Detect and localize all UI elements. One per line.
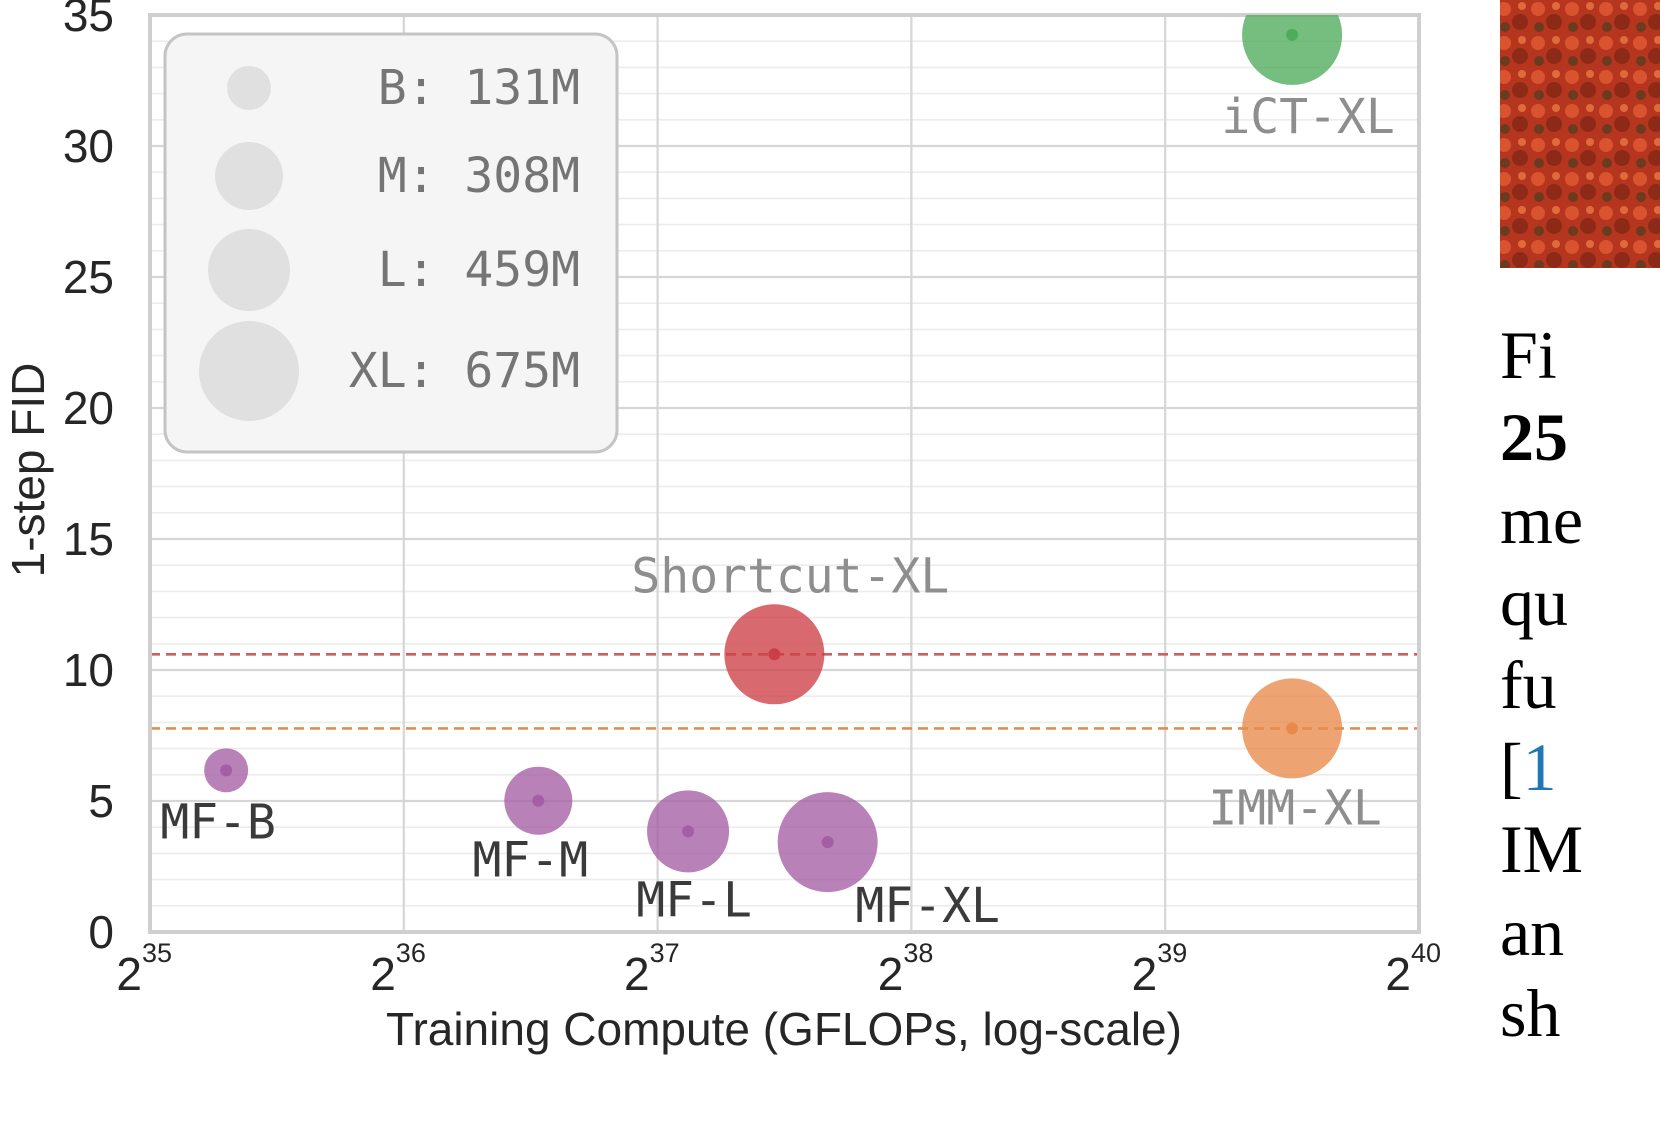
caption-fragment-line: an [1500,894,1564,970]
x-tick-exponent: 37 [650,938,680,968]
y-tick-label: 25 [63,251,114,303]
y-ticks: 0 5 10 15 20 25 30 35 [63,0,114,958]
point-center [682,825,695,838]
x-tick-label: 2 [1385,948,1411,1000]
point-center [768,648,781,661]
point-labels: MF-B MF-M MF-L MF-XL Shortcut-XL IMM-XL iCT-XL [160,89,1394,934]
point-center [532,794,545,807]
point-label: Shortcut-XL [631,548,949,604]
coral-image [1500,0,1660,268]
y-tick-label: 5 [88,775,114,827]
caption-fragment-line: me [1500,482,1583,558]
legend-marker [199,321,299,421]
caption-fragment-line: IM [1500,811,1583,887]
caption-fragment-line: fu [1500,647,1557,723]
legend-marker [227,66,271,110]
point-label: iCT-XL [1221,89,1394,145]
point-label: MF-B [160,794,276,850]
legend-label: B: 131M [378,60,580,116]
point-label: MF-M [473,833,589,889]
caption-fragment-line: Fi [1500,317,1557,393]
point-label: IMM-XL [1208,780,1381,836]
legend-label: XL: 675M [349,343,580,399]
point-label: MF-XL [855,878,1000,934]
x-tick-exponent: 40 [1411,938,1441,968]
legend: B: 131M M: 308M L: 459M XL: 675M [163,32,619,454]
caption-fragment-line: qu [1500,564,1568,640]
caption-fragment-line: 25 [1500,399,1568,475]
legend-label: L: 459M [378,242,580,298]
reference-lines [150,652,1419,730]
legend-marker [208,229,290,311]
y-axis-title: 1-step FID [2,363,54,578]
x-tick-label: 2 [1132,948,1158,1000]
x-tick-label: 2 [116,948,142,1000]
plot-frame [148,13,1421,934]
y-tick-label: 30 [63,120,114,172]
caption-fragment-line: sh [1500,975,1560,1051]
point-label: MF-L [636,872,752,928]
y-tick-label: 0 [88,906,114,958]
y-tick-label: 15 [63,513,114,565]
point-center [1286,722,1299,735]
x-tick-exponent: 36 [396,938,426,968]
x-tick-label: 2 [370,948,396,1000]
legend-marker [215,142,283,210]
point-center [821,836,834,849]
legend-label: M: 308M [378,148,580,204]
y-tick-label: 35 [63,0,114,41]
point-center [1286,28,1299,41]
caption-fragment-line: [1 [1500,729,1557,805]
x-tick-label: 2 [624,948,650,1000]
x-ticks: 2 35 2 36 2 37 2 38 2 39 2 40 [116,938,1441,1000]
x-tick-exponent: 39 [1157,938,1187,968]
y-tick-label: 20 [63,382,114,434]
x-tick-exponent: 38 [903,938,933,968]
x-tick-exponent: 35 [142,938,172,968]
x-tick-label: 2 [878,948,904,1000]
point-bubble [1242,15,1343,85]
y-tick-label: 10 [63,644,114,696]
data-points [204,15,1343,893]
x-axis-title: Training Compute (GFLOPs, log-scale) [386,1003,1182,1055]
grid [150,15,1419,932]
point-center [220,764,233,777]
